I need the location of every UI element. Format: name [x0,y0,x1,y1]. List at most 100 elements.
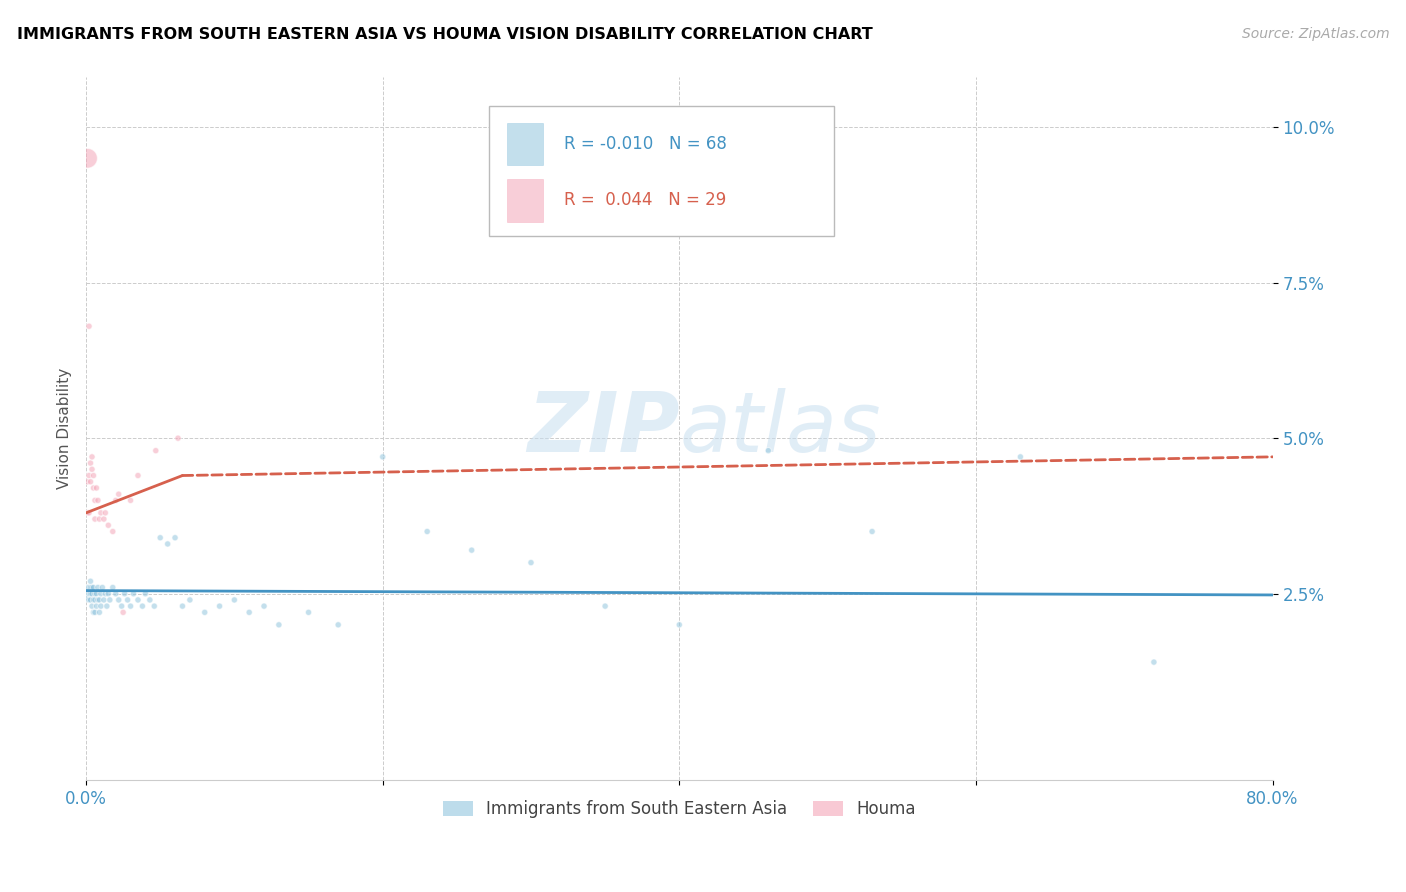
FancyBboxPatch shape [489,105,834,235]
Point [76,581,98,595]
Point [134,587,156,601]
Point [90,587,112,601]
Point [80,462,103,476]
Point [82,581,104,595]
Point [90,599,112,614]
Point [77,587,100,601]
Point [93,593,115,607]
FancyBboxPatch shape [508,123,543,165]
Point [127,593,149,607]
Point [91,581,114,595]
Point [267,617,290,632]
Point [96,599,118,614]
Point [131,599,153,614]
Point [82,468,104,483]
Point [104,493,127,508]
Point [756,443,779,458]
Point [80,581,103,595]
Point [77,593,100,607]
Point [87,593,110,607]
Point [76,587,98,601]
Point [139,593,162,607]
Point [328,617,350,632]
Point [117,593,139,607]
Point [93,512,115,526]
Point [238,606,260,620]
Point [87,493,110,508]
Point [460,543,482,558]
Point [371,450,394,464]
Point [111,599,134,614]
Point [79,581,101,595]
Point [94,587,117,601]
Point [76,475,98,489]
Point [82,481,104,495]
Y-axis label: Vision Disability: Vision Disability [58,368,72,490]
Point [76,506,98,520]
Point [86,481,108,495]
Text: R =  0.044   N = 29: R = 0.044 N = 29 [564,192,727,210]
Point [593,599,616,614]
Point [104,587,127,601]
Point [120,599,142,614]
Point [156,537,179,551]
Point [127,468,149,483]
Point [82,606,104,620]
Point [76,151,98,165]
Point [84,512,107,526]
Point [194,606,217,620]
Point [520,556,543,570]
Point [1010,450,1032,464]
Point [79,587,101,601]
Text: atlas: atlas [679,388,882,469]
Point [112,606,135,620]
Point [79,456,101,470]
FancyBboxPatch shape [508,179,543,221]
Point [84,493,107,508]
Point [253,599,276,614]
Point [101,581,124,595]
Point [87,581,110,595]
Point [84,606,107,620]
Point [79,593,101,607]
Point [80,450,103,464]
Point [165,531,187,545]
Point [90,506,112,520]
Point [98,593,121,607]
Point [145,443,167,458]
Point [84,587,107,601]
Point [79,475,101,489]
Point [77,319,100,334]
Point [97,587,120,601]
Point [97,518,120,533]
Point [101,524,124,539]
Point [297,606,319,620]
Point [167,431,190,445]
Text: R = -0.010   N = 68: R = -0.010 N = 68 [564,136,727,153]
Point [79,574,101,589]
Point [86,599,108,614]
Point [86,587,108,601]
Point [107,593,129,607]
Point [179,593,201,607]
Point [84,593,107,607]
Point [89,606,111,620]
Point [149,531,172,545]
Point [77,581,100,595]
Text: Source: ZipAtlas.com: Source: ZipAtlas.com [1241,27,1389,41]
Point [94,506,117,520]
Point [107,487,129,501]
Legend: Immigrants from South Eastern Asia, Houma: Immigrants from South Eastern Asia, Houm… [436,793,922,825]
Text: ZIP: ZIP [527,388,679,469]
Point [1143,655,1166,669]
Point [89,593,111,607]
Point [143,599,166,614]
Point [89,512,111,526]
Point [224,593,246,607]
Text: IMMIGRANTS FROM SOUTH EASTERN ASIA VS HOUMA VISION DISABILITY CORRELATION CHART: IMMIGRANTS FROM SOUTH EASTERN ASIA VS HO… [17,27,873,42]
Point [82,593,104,607]
Point [77,468,100,483]
Point [77,506,100,520]
Point [80,599,103,614]
Point [668,617,690,632]
